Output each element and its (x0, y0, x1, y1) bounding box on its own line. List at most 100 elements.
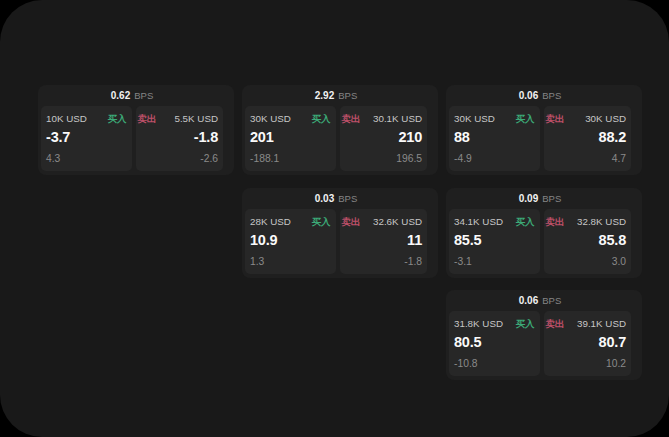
buy-sub-value: -10.8 (454, 357, 535, 370)
sell-panel-top: 卖出 39.1K USD (546, 317, 627, 330)
buy-panel[interactable]: 10K USD 买入 -3.7 4.3 (41, 106, 132, 171)
bps-value: 0.06 (519, 90, 538, 101)
bps-unit: BPS (338, 90, 357, 101)
buy-price: 10.9 (250, 232, 331, 249)
buy-size-label: 30K USD (250, 112, 291, 125)
sell-sub-value: 196.5 (342, 152, 423, 165)
bps-value: 0.06 (519, 295, 538, 306)
sell-panel-top: 卖出 32.6K USD (342, 215, 423, 228)
card-header: 0.03 BPS (245, 188, 427, 209)
sell-panel-top: 卖出 30K USD (546, 112, 627, 125)
buy-tag: 买入 (516, 317, 535, 330)
buy-size-label: 31.8K USD (454, 317, 503, 330)
sell-tag: 卖出 (546, 112, 565, 125)
card-header: 0.06 BPS (449, 290, 631, 311)
bps-value: 0.03 (315, 193, 334, 204)
buy-size-label: 34.1K USD (454, 215, 503, 228)
sell-tag: 卖出 (138, 112, 157, 125)
quote-panels: 28K USD 买入 10.9 1.3 卖出 32.6K USD 11 -1.8 (245, 209, 427, 274)
sell-panel[interactable]: 卖出 30.1K USD 210 196.5 (340, 106, 428, 171)
buy-sub-value: -4.9 (454, 152, 535, 165)
buy-tag: 买入 (312, 215, 331, 228)
bps-value: 2.92 (315, 90, 334, 101)
quote-card[interactable]: 2.92 BPS 30K USD 买入 201 -188.1 卖出 30.1K … (242, 85, 438, 175)
sell-sub-value: 4.7 (546, 152, 627, 165)
quote-panels: 30K USD 买入 88 -4.9 卖出 30K USD 88.2 4.7 (449, 106, 631, 171)
card-header: 0.62 BPS (41, 85, 223, 106)
sell-sub-value: -1.8 (342, 255, 423, 268)
buy-price: -3.7 (46, 129, 127, 146)
buy-sub-value: -188.1 (250, 152, 331, 165)
sell-price: 88.2 (546, 129, 627, 146)
quote-card[interactable]: 0.62 BPS 10K USD 买入 -3.7 4.3 卖出 5.5K USD… (38, 85, 234, 175)
sell-price: 80.7 (546, 334, 627, 351)
bps-unit: BPS (542, 295, 561, 306)
buy-panel-top: 10K USD 买入 (46, 112, 127, 125)
sell-panel-top: 卖出 30.1K USD (342, 112, 423, 125)
buy-panel[interactable]: 34.1K USD 买入 85.5 -3.1 (449, 209, 540, 274)
buy-price: 80.5 (454, 334, 535, 351)
buy-panel[interactable]: 30K USD 买入 88 -4.9 (449, 106, 540, 171)
bps-value: 0.62 (111, 90, 130, 101)
buy-panel[interactable]: 31.8K USD 买入 80.5 -10.8 (449, 311, 540, 376)
buy-panel-top: 30K USD 买入 (454, 112, 535, 125)
bps-unit: BPS (134, 90, 153, 101)
quote-board-page: 0.62 BPS 10K USD 买入 -3.7 4.3 卖出 5.5K USD… (0, 0, 669, 437)
sell-tag: 卖出 (342, 215, 361, 228)
buy-sub-value: -3.1 (454, 255, 535, 268)
sell-size-label: 32.8K USD (577, 215, 626, 228)
buy-panel-top: 30K USD 买入 (250, 112, 331, 125)
bps-unit: BPS (542, 193, 561, 204)
buy-tag: 买入 (516, 112, 535, 125)
sell-price: 210 (342, 129, 423, 146)
sell-sub-value: -2.6 (138, 152, 219, 165)
sell-price: 11 (342, 232, 423, 249)
buy-price: 201 (250, 129, 331, 146)
sell-panel[interactable]: 卖出 30K USD 88.2 4.7 (544, 106, 632, 171)
buy-size-label: 10K USD (46, 112, 87, 125)
sell-price: 85.8 (546, 232, 627, 249)
bps-unit: BPS (338, 193, 357, 204)
sell-panel[interactable]: 卖出 32.8K USD 85.8 3.0 (544, 209, 632, 274)
sell-panel[interactable]: 卖出 32.6K USD 11 -1.8 (340, 209, 428, 274)
card-header: 0.09 BPS (449, 188, 631, 209)
buy-panel[interactable]: 30K USD 买入 201 -188.1 (245, 106, 336, 171)
sell-panel[interactable]: 卖出 39.1K USD 80.7 10.2 (544, 311, 632, 376)
buy-sub-value: 4.3 (46, 152, 127, 165)
buy-size-label: 30K USD (454, 112, 495, 125)
sell-tag: 卖出 (546, 317, 565, 330)
quote-panels: 10K USD 买入 -3.7 4.3 卖出 5.5K USD -1.8 -2.… (41, 106, 223, 171)
sell-size-label: 39.1K USD (577, 317, 626, 330)
sell-size-label: 30K USD (585, 112, 626, 125)
buy-price: 88 (454, 129, 535, 146)
card-header: 0.06 BPS (449, 85, 631, 106)
sell-size-label: 30.1K USD (373, 112, 422, 125)
bps-unit: BPS (542, 90, 561, 101)
sell-sub-value: 3.0 (546, 255, 627, 268)
sell-size-label: 5.5K USD (174, 112, 218, 125)
sell-panel[interactable]: 卖出 5.5K USD -1.8 -2.6 (136, 106, 224, 171)
sell-sub-value: 10.2 (546, 357, 627, 370)
quote-panels: 31.8K USD 买入 80.5 -10.8 卖出 39.1K USD 80.… (449, 311, 631, 376)
quote-card[interactable]: 0.06 BPS 31.8K USD 买入 80.5 -10.8 卖出 39.1… (446, 290, 642, 380)
sell-price: -1.8 (138, 129, 219, 146)
buy-tag: 买入 (516, 215, 535, 228)
buy-panel-top: 31.8K USD 买入 (454, 317, 535, 330)
buy-panel-top: 28K USD 买入 (250, 215, 331, 228)
sell-panel-top: 卖出 5.5K USD (138, 112, 219, 125)
quote-card[interactable]: 0.09 BPS 34.1K USD 买入 85.5 -3.1 卖出 32.8K… (446, 188, 642, 278)
quote-panels: 30K USD 买入 201 -188.1 卖出 30.1K USD 210 1… (245, 106, 427, 171)
bps-value: 0.09 (519, 193, 538, 204)
sell-tag: 卖出 (342, 112, 361, 125)
buy-panel[interactable]: 28K USD 买入 10.9 1.3 (245, 209, 336, 274)
buy-sub-value: 1.3 (250, 255, 331, 268)
sell-size-label: 32.6K USD (373, 215, 422, 228)
sell-panel-top: 卖出 32.8K USD (546, 215, 627, 228)
quote-panels: 34.1K USD 买入 85.5 -3.1 卖出 32.8K USD 85.8… (449, 209, 631, 274)
quote-card[interactable]: 0.03 BPS 28K USD 买入 10.9 1.3 卖出 32.6K US… (242, 188, 438, 278)
card-header: 2.92 BPS (245, 85, 427, 106)
buy-price: 85.5 (454, 232, 535, 249)
buy-tag: 买入 (108, 112, 127, 125)
quote-card[interactable]: 0.06 BPS 30K USD 买入 88 -4.9 卖出 30K USD 8… (446, 85, 642, 175)
buy-tag: 买入 (312, 112, 331, 125)
